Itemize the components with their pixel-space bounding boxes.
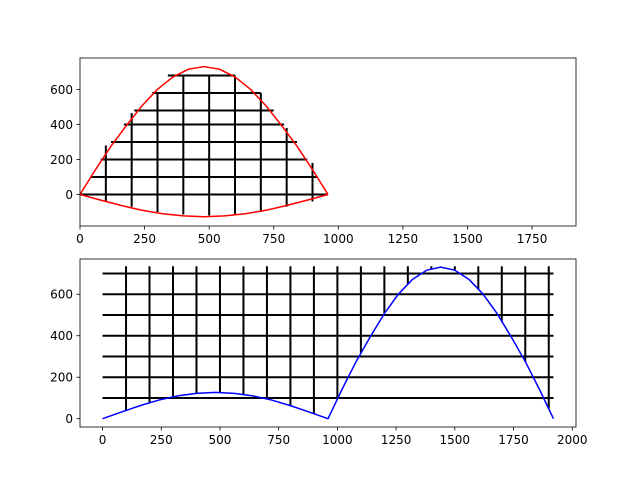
x-tick-label: 0 (99, 433, 107, 447)
x-tick-label: 500 (198, 232, 221, 246)
x-tick-label: 1250 (388, 232, 419, 246)
x-tick-label: 1750 (517, 232, 548, 246)
x-tick-label: 1000 (323, 232, 354, 246)
y-tick-label: 200 (50, 153, 73, 167)
x-tick-label: 750 (262, 232, 285, 246)
x-tick-label: 250 (133, 232, 156, 246)
y-tick-label: 400 (50, 329, 73, 343)
x-tick-label: 1000 (322, 433, 353, 447)
y-tick-label: 400 (50, 118, 73, 132)
x-tick-label: 1500 (452, 232, 483, 246)
x-tick-label: 0 (76, 232, 84, 246)
bottom-axes: 0 250 500 750 1000 1250 1500 1750 2000 0 200 400 600 (50, 258, 588, 447)
x-tick-label: 1750 (498, 433, 529, 447)
y-tick-label: 0 (65, 412, 73, 426)
x-tick-label: 500 (209, 433, 232, 447)
y-tick-label: 200 (50, 371, 73, 385)
series-line-0 (80, 65, 329, 195)
x-tick-label: 2000 (557, 433, 588, 447)
top-axes: 0 250 500 750 1000 1250 1500 1750 0 200 400 600 (50, 57, 577, 246)
y-tick-label: 600 (50, 83, 73, 97)
plot-area (102, 266, 555, 420)
x-tick-label: 250 (150, 433, 173, 447)
series-line-1 (80, 193, 329, 218)
axes-frame (79, 258, 577, 428)
plot-area (80, 65, 329, 218)
axes-frame (79, 57, 577, 227)
x-tick-label: 1500 (440, 433, 471, 447)
y-tick-label: 600 (50, 288, 73, 302)
x-tick-label: 1250 (381, 433, 412, 447)
series-line-0 (102, 266, 555, 420)
y-tick-label: 0 (65, 188, 73, 202)
x-tick-label: 750 (267, 433, 290, 447)
